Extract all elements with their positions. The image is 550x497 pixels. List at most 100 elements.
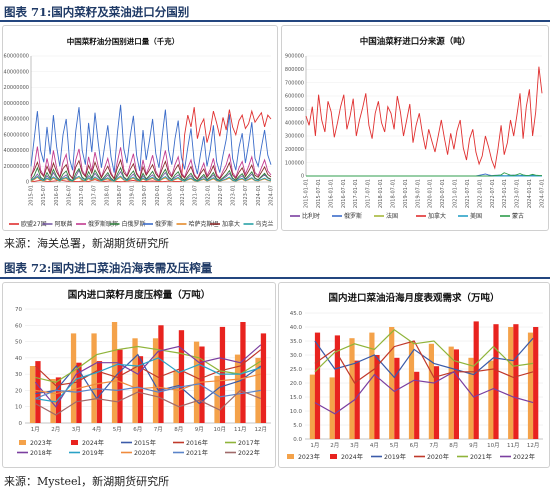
- x-tick-label: 1月: [31, 426, 40, 433]
- figure-72-text: 国内进口菜油沿海表需及压榨量: [51, 261, 213, 275]
- figure-72-source: 来源：Mysteel，新湖期货研究所: [4, 475, 170, 488]
- bar: [35, 361, 41, 423]
- series-line: [314, 371, 534, 415]
- bar: [199, 346, 205, 423]
- chart-rapeseed-oil-demand-panel: 国内进口菜油沿海月度表观需求（万吨） 0.0 5.0 10.0 15.0 20.0 25.0…: [278, 282, 550, 468]
- series-line: [35, 353, 262, 405]
- x-tick-label: 2022-01-01: [477, 179, 483, 208]
- y-tick-label: 0.0: [293, 437, 302, 443]
- bar: [329, 377, 335, 439]
- bar: [76, 362, 82, 423]
- x-tick-label: 2022-01: [205, 185, 211, 206]
- series-line: [30, 175, 272, 182]
- x-tick-label: 9月: [469, 442, 478, 449]
- y-tick-label: 160000000: [3, 54, 29, 60]
- x-tick-label: 2017-01-01: [353, 179, 359, 208]
- bar: [473, 321, 479, 439]
- bar: [314, 332, 321, 439]
- bar: [214, 375, 220, 423]
- x-tick-label: 9月: [195, 426, 204, 433]
- series-line: [314, 329, 534, 373]
- x-tick-label: 12月: [255, 426, 268, 433]
- y-tick-label: 60000000: [4, 132, 29, 138]
- x-tick-label: 5月: [390, 442, 399, 449]
- legend-label: 白俄罗斯: [122, 220, 146, 228]
- x-tick-label: 3月: [72, 426, 81, 433]
- x-tick-label: 11月: [234, 426, 247, 433]
- x-tick-label: 2015-01: [29, 185, 35, 206]
- bar: [394, 357, 400, 439]
- legend-swatch: [19, 440, 26, 445]
- x-tick-label: 2022-07: [218, 185, 224, 206]
- series-line: [305, 66, 543, 170]
- bar: [374, 355, 380, 439]
- legend-label: 阿联酋: [55, 220, 73, 228]
- bar: [369, 332, 375, 439]
- y-tick-label: 70: [15, 307, 22, 313]
- y-tick-label: 45.0: [290, 311, 303, 317]
- chart-title: 国内进口菜籽月度压榨量（万吨）: [68, 289, 211, 301]
- x-tick-label: 2021-01: [180, 185, 186, 206]
- y-tick-label: 30.0: [290, 353, 303, 359]
- bar: [527, 332, 534, 439]
- series-line: [35, 345, 262, 383]
- x-tick-label: 4月: [370, 442, 379, 449]
- bar: [234, 354, 241, 423]
- x-tick-label: 2015-07: [41, 185, 47, 206]
- y-tick-label: 900000: [285, 54, 304, 60]
- legend-label: 2019年: [384, 453, 406, 461]
- legend-label: 2022年: [238, 449, 260, 457]
- x-tick-label: 10月: [214, 426, 227, 433]
- x-tick-label: 2021-01-01: [453, 179, 459, 208]
- y-tick-label: 10: [15, 405, 22, 411]
- figure-72-label: 图表 72:: [4, 261, 52, 275]
- x-tick-label: 2018-01: [104, 185, 110, 206]
- y-tick-label: 300000: [285, 134, 304, 140]
- bar: [488, 360, 494, 439]
- y-tick-label: 30: [15, 372, 22, 378]
- y-tick-label: 0: [26, 180, 29, 186]
- chart-rapeseed-oil-imports-panel: 中国菜籽油分国别进口量（千克） 0 20000000 40000000 60000000…: [2, 25, 278, 231]
- bar: [433, 366, 440, 439]
- legend-label: 2022年: [513, 453, 535, 461]
- series-line: [30, 158, 272, 180]
- legend-label: 美国: [470, 212, 482, 220]
- bar: [533, 327, 539, 439]
- legend-label: 法国: [386, 212, 398, 220]
- bar: [508, 327, 514, 439]
- x-tick-label: 2023-01-01: [502, 179, 508, 208]
- legend-label: 2020年: [427, 453, 449, 461]
- x-tick-label: 2016-01: [54, 185, 60, 206]
- bar: [468, 357, 474, 439]
- y-tick-label: 40000000: [4, 148, 29, 154]
- bar: [152, 338, 159, 423]
- x-tick-label: 2019-07-01: [415, 179, 421, 208]
- bar: [493, 324, 499, 439]
- x-tick-label: 2024-07: [269, 185, 275, 206]
- legend-label: 俄罗斯: [155, 220, 173, 228]
- y-tick-label: 140000000: [3, 69, 29, 75]
- legend-label: 2019年: [82, 449, 104, 457]
- legend-label: 哈萨克斯坦: [189, 220, 219, 228]
- bar: [334, 335, 340, 439]
- x-tick-label: 2019-07: [142, 185, 148, 206]
- y-tick-label: 50: [15, 340, 22, 346]
- y-tick-label: 60: [15, 323, 22, 329]
- y-tick-label: 25.0: [290, 367, 303, 373]
- x-tick-label: 2017-07: [92, 185, 98, 206]
- chart-rapeseed-imports: 中国油菜籽进口分来源（吨） 0 100000 200000 300000 400000 50…: [285, 36, 546, 220]
- x-tick-label: 2021-07: [193, 185, 199, 206]
- x-tick-label: 2020-07-01: [440, 179, 446, 208]
- x-tick-label: 2016-07: [66, 185, 72, 206]
- series-line: [35, 383, 261, 400]
- legend-label: 加拿大: [222, 220, 240, 228]
- x-tick-label: 2022-07-01: [490, 179, 496, 208]
- legend-label: 2023年: [298, 453, 320, 461]
- bar: [448, 346, 454, 439]
- y-tick-label: 35.0: [290, 339, 303, 345]
- bar: [117, 349, 123, 423]
- bar: [96, 361, 103, 423]
- x-tick-label: 2月: [330, 442, 339, 449]
- series-line: [306, 172, 543, 177]
- chart-rapeseed-oil-imports: 中国菜籽油分国别进口量（千克） 0 20000000 40000000 60000000…: [3, 36, 275, 228]
